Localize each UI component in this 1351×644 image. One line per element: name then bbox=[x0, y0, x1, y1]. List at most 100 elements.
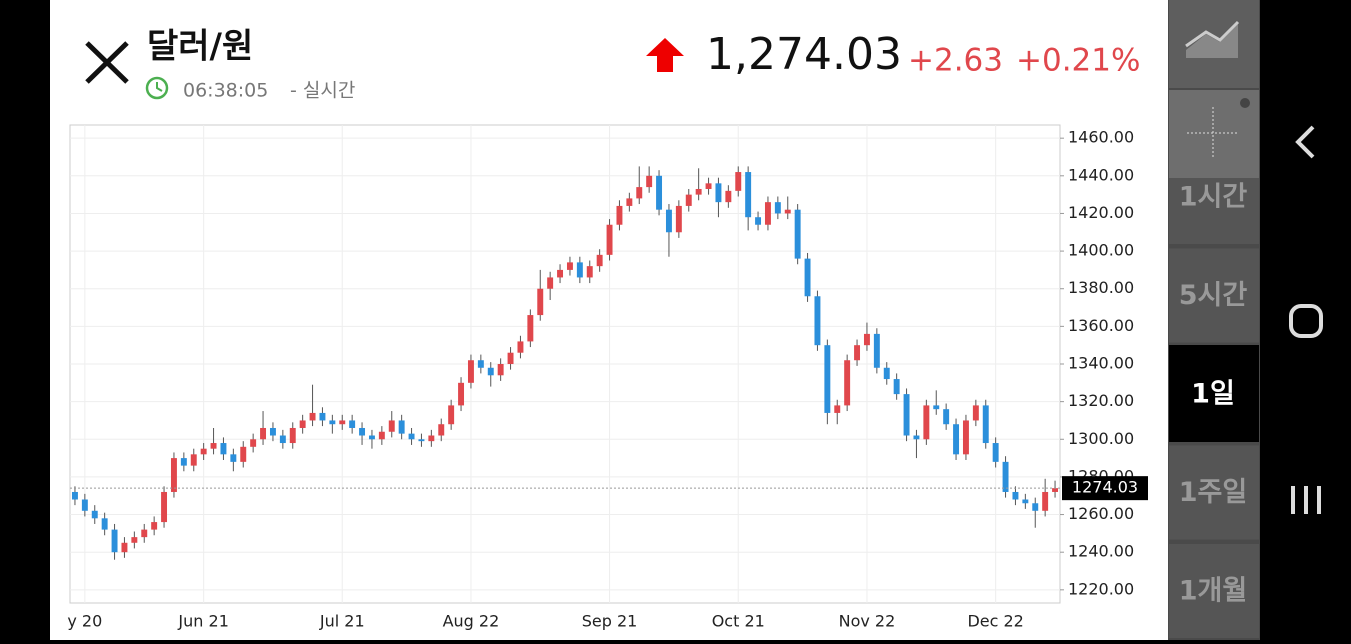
change-pct: +0.21% bbox=[1016, 43, 1140, 79]
candle-body bbox=[299, 420, 306, 428]
menu-item[interactable]: 1일 bbox=[1191, 379, 1235, 410]
candle-body bbox=[141, 529, 148, 538]
candle-body bbox=[863, 333, 870, 346]
candle-body bbox=[279, 435, 286, 444]
candle-body bbox=[626, 198, 633, 206]
candle-body bbox=[705, 183, 712, 189]
crosshair-button[interactable] bbox=[1169, 90, 1259, 178]
candle-body bbox=[933, 405, 940, 410]
candle-body bbox=[260, 427, 267, 440]
nav-bar bbox=[1260, 0, 1351, 640]
candle-body bbox=[844, 360, 851, 406]
candle-body bbox=[210, 443, 217, 449]
menu-selected-bg bbox=[1169, 345, 1259, 442]
candle-body bbox=[547, 277, 554, 289]
candle-body bbox=[646, 175, 653, 188]
candle-body bbox=[428, 435, 435, 442]
candle-body bbox=[378, 431, 385, 440]
candle-body bbox=[398, 420, 405, 434]
candle-body bbox=[873, 333, 880, 368]
chart: 1220.001240.001260.001280.001300.001320.… bbox=[67, 124, 1148, 631]
candle-body bbox=[289, 427, 296, 444]
chart-type-button[interactable] bbox=[1169, 0, 1259, 88]
candle-body bbox=[566, 262, 573, 270]
candle-body bbox=[220, 443, 227, 455]
y-tick-label: 1400.00 bbox=[1068, 241, 1134, 260]
nav-home[interactable] bbox=[1289, 304, 1323, 338]
candle-body bbox=[774, 202, 781, 214]
candle-body bbox=[537, 288, 544, 316]
candle-body bbox=[507, 352, 514, 364]
candle-body bbox=[735, 172, 742, 191]
candle-body bbox=[903, 394, 910, 436]
candle-body bbox=[101, 518, 108, 530]
candle-body bbox=[824, 345, 831, 413]
candle-body bbox=[557, 269, 564, 278]
last-price-tag bbox=[1062, 476, 1148, 501]
change: +2.63 bbox=[908, 43, 1003, 79]
candle-body bbox=[151, 522, 158, 530]
candle-body bbox=[170, 458, 177, 492]
menu-bg bbox=[1169, 544, 1259, 638]
candle-body bbox=[804, 258, 811, 297]
candle-body bbox=[616, 205, 623, 225]
candle-body bbox=[606, 224, 613, 255]
candle-body bbox=[359, 427, 366, 436]
candle-body bbox=[309, 412, 316, 421]
y-tick-label: 1360.00 bbox=[1068, 316, 1134, 335]
candle-body bbox=[71, 491, 78, 500]
candle-body bbox=[339, 420, 346, 425]
candle-body bbox=[755, 217, 762, 225]
y-tick-label: 1420.00 bbox=[1068, 203, 1134, 222]
candle-body bbox=[1022, 499, 1029, 504]
candle-body bbox=[784, 209, 791, 214]
candle-body bbox=[913, 435, 920, 440]
y-tick-label: 1380.00 bbox=[1068, 278, 1134, 297]
candle-body bbox=[695, 188, 702, 195]
menu-item[interactable]: 1주일 bbox=[1179, 477, 1247, 508]
y-tick-label: 1320.00 bbox=[1068, 391, 1134, 410]
x-tick-label: Jul 21 bbox=[319, 612, 365, 631]
candle-body bbox=[794, 209, 801, 259]
candle-body bbox=[329, 420, 336, 425]
candle-body bbox=[438, 424, 445, 436]
nav-recent[interactable] bbox=[1291, 486, 1321, 514]
close-button[interactable] bbox=[85, 41, 129, 84]
clock-icon bbox=[145, 76, 169, 100]
x-tick-label: Sep 21 bbox=[582, 612, 638, 631]
y-tick-label: 1460.00 bbox=[1068, 128, 1134, 147]
candle-body bbox=[368, 435, 375, 440]
candle-body bbox=[656, 175, 663, 210]
candle-body bbox=[497, 364, 504, 376]
y-tick-label: 1260.00 bbox=[1068, 504, 1134, 523]
candle-body bbox=[953, 424, 960, 455]
candle-body bbox=[992, 443, 999, 462]
menu-item[interactable]: 5시간 bbox=[1179, 280, 1248, 311]
candle-body bbox=[418, 439, 425, 442]
x-tick-label: y 20 bbox=[67, 612, 102, 631]
menu-item[interactable]: 1개월 bbox=[1179, 576, 1247, 607]
candle-body bbox=[962, 420, 969, 455]
candle-body bbox=[923, 405, 930, 440]
candle-body bbox=[883, 367, 890, 380]
candle-body bbox=[487, 367, 494, 376]
candle-body bbox=[408, 433, 415, 440]
menu-item[interactable]: 1시간 bbox=[1179, 182, 1248, 213]
candle-body bbox=[596, 254, 603, 267]
candle-body bbox=[725, 190, 732, 203]
candle-body bbox=[161, 491, 168, 523]
candle-body bbox=[388, 420, 395, 432]
candle-body bbox=[834, 405, 841, 413]
y-tick-label: 1300.00 bbox=[1068, 429, 1134, 448]
candle-body bbox=[190, 454, 197, 466]
candle-body bbox=[586, 266, 593, 278]
y-tick-label: 1340.00 bbox=[1068, 354, 1134, 373]
candle-body bbox=[527, 315, 534, 342]
candle-body bbox=[517, 341, 524, 353]
nav-back[interactable] bbox=[1295, 125, 1315, 159]
x-tick-label: Aug 22 bbox=[443, 612, 500, 631]
candle-body bbox=[349, 420, 356, 428]
x-tick-label: Jun 21 bbox=[177, 612, 228, 631]
candle-body bbox=[240, 446, 247, 462]
